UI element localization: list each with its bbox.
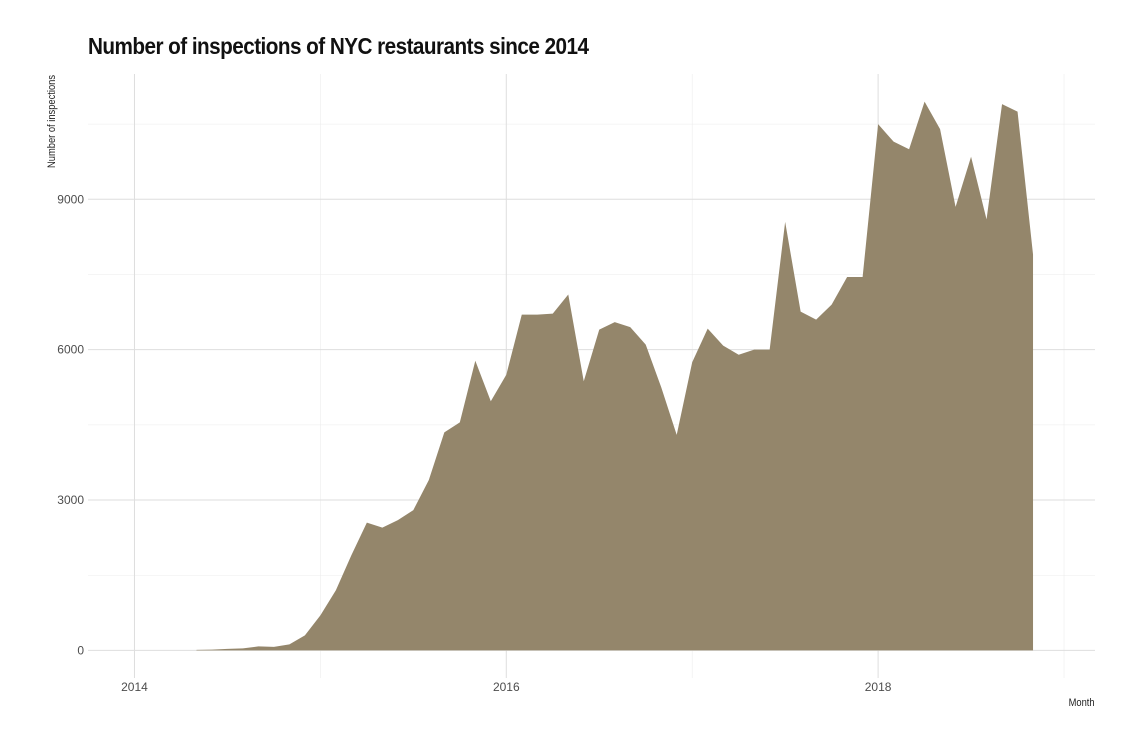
x-tick-label: 2018 — [865, 680, 892, 694]
x-axis-label: Month — [1069, 697, 1095, 709]
area-series — [196, 101, 1034, 651]
x-tick-label: 2016 — [493, 680, 520, 694]
inspections-area — [196, 101, 1034, 651]
y-tick-label: 6000 — [57, 343, 84, 357]
x-tick-label: 2014 — [121, 680, 148, 694]
chart-title: Number of inspections of NYC restaurants… — [88, 33, 589, 59]
y-tick-label: 0 — [77, 643, 84, 657]
tick-labels: 0 3000 6000 9000 2014 2016 2018 — [57, 192, 891, 694]
y-tick-label: 9000 — [57, 192, 84, 206]
y-tick-label: 3000 — [57, 493, 84, 507]
